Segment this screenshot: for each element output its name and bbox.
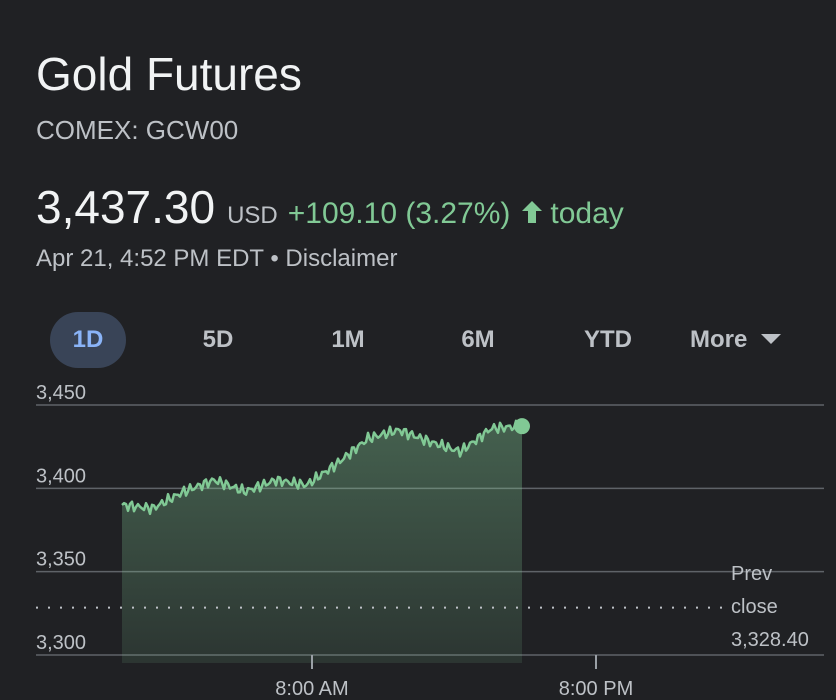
change-period: today — [550, 197, 624, 230]
chevron-down-icon — [761, 334, 782, 344]
tab-ytd[interactable]: YTD — [584, 326, 632, 353]
y-tick-label: 3,350 — [36, 549, 86, 571]
x-tick-label: 8:00 PM — [559, 678, 633, 700]
tab-6m[interactable]: 6M — [461, 326, 495, 353]
price-area — [122, 420, 522, 663]
last-price-point[interactable] — [514, 418, 530, 435]
tab-more-label: More — [690, 326, 748, 353]
currency-label: USD — [227, 202, 278, 229]
ticker-symbol: COMEX: GCW00 — [36, 115, 239, 145]
y-tick-label: 3,300 — [36, 632, 86, 654]
y-tick-label: 3,450 — [36, 382, 86, 404]
tab-1d[interactable]: 1D — [50, 312, 126, 368]
price-line — [121, 419, 524, 516]
tab-more[interactable]: More — [690, 312, 800, 368]
x-tick-label: 8:00 AM — [275, 678, 348, 700]
price-row: 3,437.30 USD +109.10 (3.27%) today — [36, 180, 624, 234]
quote-meta: Apr 21, 4:52 PM EDT • Disclaimer — [36, 244, 397, 274]
tab-1m[interactable]: 1M — [331, 326, 365, 353]
tab-5d[interactable]: 5D — [202, 326, 234, 353]
meta-separator: • — [270, 245, 279, 272]
price-change: +109.10 (3.27%) — [287, 197, 511, 230]
prev-close-label-line1: Prev — [731, 563, 772, 585]
arrow-up-icon — [520, 199, 544, 225]
range-tabs: 1D 5D 1M 6M YTD More — [0, 312, 836, 368]
price-chart: 3,450 3,400 3,350 3,300 8:00 AM 8:00 PM Prev… — [36, 382, 824, 700]
prev-close-label-line2: close — [731, 596, 778, 618]
quote-timestamp: Apr 21, 4:52 PM EDT — [36, 245, 264, 272]
current-price: 3,437.30 — [36, 181, 216, 233]
page-title: Gold Futures — [36, 48, 302, 100]
disclaimer-link[interactable]: Disclaimer — [285, 245, 398, 272]
prev-close-value: 3,328.40 — [731, 629, 809, 651]
y-tick-label: 3,400 — [36, 465, 86, 487]
